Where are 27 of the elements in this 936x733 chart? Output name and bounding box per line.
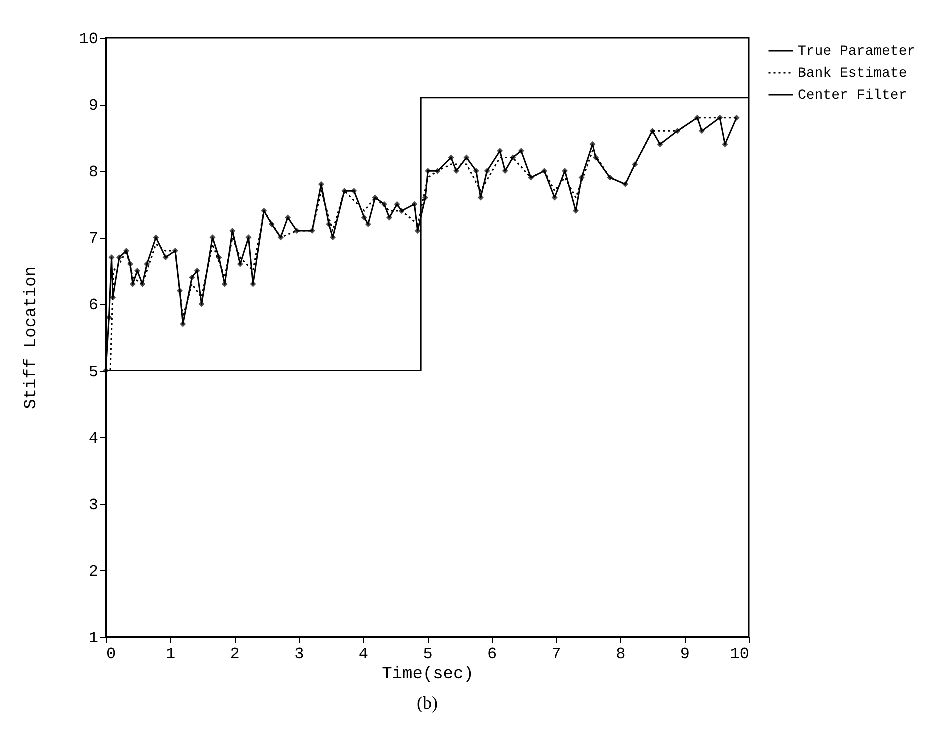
y-tick-label: 5 [88,363,98,382]
y-tick-label: 3 [88,496,98,514]
text: (b) [417,693,438,713]
x-tick-label: 5 [423,646,433,664]
y-tick-label: 1 [88,630,98,648]
y-axis-title: Stiff Location [22,266,42,410]
x-tick-label: 7 [552,646,562,664]
y-tick-label: 10 [79,30,98,48]
y-tick-label: 6 [88,296,98,315]
x-tick-label: 4 [358,646,369,664]
x-tick-label: 3 [294,646,304,664]
legend-label: Bank Estimate [798,66,908,82]
x-tick-label: 10 [730,646,750,664]
x-tick-label: 6 [487,646,498,664]
legend-label: Center Filter [798,88,908,104]
legend-label: True Parameter [798,44,916,60]
y-tick-label: 8 [88,164,98,182]
y-tick-label: 2 [88,562,98,581]
x-tick-label: 1 [166,646,176,664]
x-tick-label: 0 [106,646,116,664]
x-tick-label: 9 [680,646,690,664]
y-tick-label: 9 [88,97,98,116]
y-tick-label: 4 [88,430,98,448]
x-tick-label: 2 [230,646,240,664]
y-tick-label: 7 [88,230,98,248]
x-tick-label: 8 [616,646,626,664]
x-axis-title: Time(sec) [382,666,474,684]
